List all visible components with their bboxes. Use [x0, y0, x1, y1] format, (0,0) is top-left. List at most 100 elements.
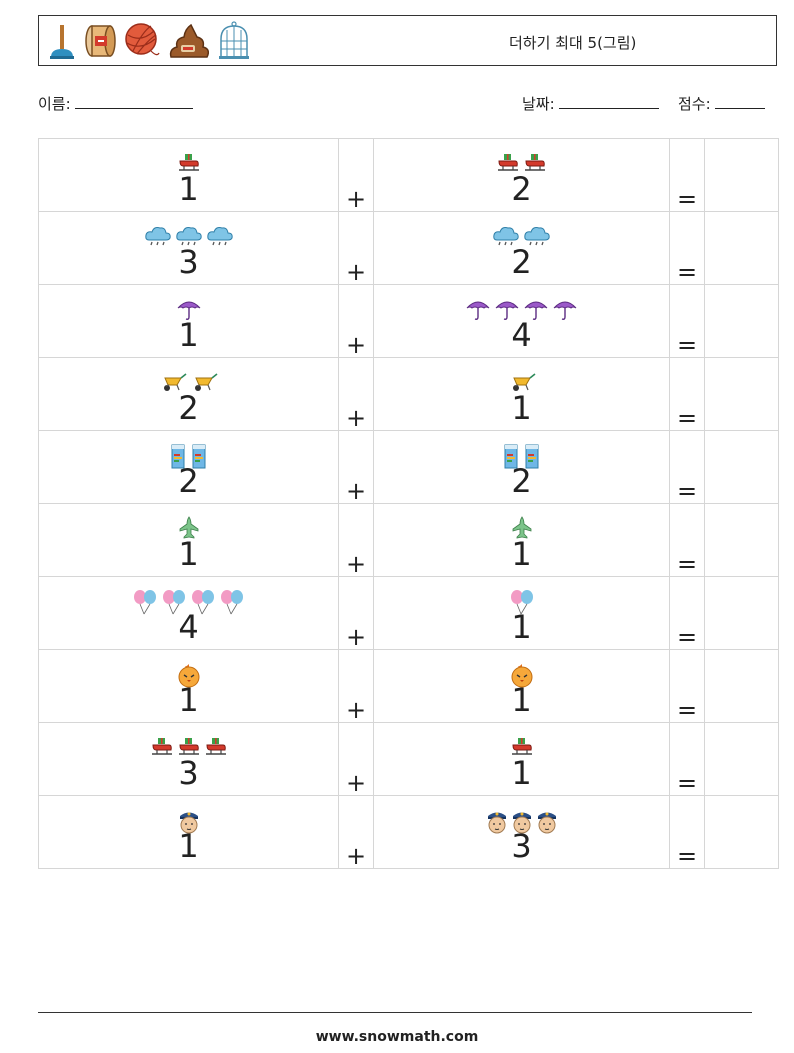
term-b-icons	[374, 443, 669, 469]
problem-row: 3 +1 =	[38, 722, 779, 796]
equals-sign: =	[669, 138, 705, 212]
worksheet-title: 더하기 최대 5(그림)	[509, 34, 637, 52]
wheelbarrow-icon	[190, 370, 218, 394]
term-a-cell: 3	[38, 722, 339, 796]
equals-sign: =	[669, 284, 705, 358]
term-a-number: 1	[178, 170, 199, 208]
plus-sign: +	[338, 795, 374, 869]
name-label: 이름:	[38, 95, 71, 113]
plus-sign: +	[338, 503, 374, 577]
term-a-number: 1	[178, 535, 199, 573]
umbrella-icon	[176, 297, 202, 321]
plus-sign: +	[338, 211, 374, 285]
rain-cloud-icon	[523, 224, 551, 248]
problem-row: 2 +2 =	[38, 430, 779, 504]
rain-cloud-icon	[492, 224, 520, 248]
plus-sign: +	[338, 576, 374, 650]
term-b-icons	[374, 297, 669, 321]
milk-carton-icon	[169, 443, 187, 469]
umbrella-icon	[465, 297, 491, 321]
equals-sign: =	[669, 503, 705, 577]
yarn-ball-icon	[125, 23, 160, 56]
plunger-icon	[50, 25, 74, 59]
score-blank[interactable]	[714, 94, 765, 109]
term-a-number: 3	[178, 754, 199, 792]
answer-box[interactable]	[704, 357, 779, 431]
term-a-icons	[39, 151, 338, 175]
term-b-icons	[374, 151, 669, 175]
term-b-icons	[374, 735, 669, 759]
sleigh-icon	[177, 735, 201, 759]
term-a-cell: 1	[38, 138, 339, 212]
term-a-number: 1	[178, 316, 199, 354]
term-b-number: 1	[511, 608, 532, 646]
problem-table: 1 +2 = 3 +2 = 1 +4 = 2 +1 = 2 +2 = 1 +1 = 4 +1 = 1 +1 = 3 +1 = 1 +3 =	[38, 138, 779, 869]
term-b-icons	[374, 516, 669, 540]
balloons-icon	[219, 589, 245, 615]
term-a-cell: 4	[38, 576, 339, 650]
answer-box[interactable]	[704, 503, 779, 577]
term-a-cell: 1	[38, 795, 339, 869]
police-officer-icon	[536, 808, 558, 834]
term-a-number: 2	[178, 462, 199, 500]
term-a-icons	[39, 297, 338, 321]
plus-sign: +	[338, 430, 374, 504]
term-a-icons	[39, 808, 338, 834]
term-a-cell: 1	[38, 503, 339, 577]
worksheet-header: 더하기 최대 5(그림)	[38, 15, 777, 66]
problem-row: 1 +4 =	[38, 284, 779, 358]
term-b-number: 2	[511, 243, 532, 281]
answer-box[interactable]	[704, 211, 779, 285]
answer-box[interactable]	[704, 576, 779, 650]
answer-box[interactable]	[704, 795, 779, 869]
balloons-icon	[132, 589, 158, 615]
term-b-cell: 4	[373, 284, 670, 358]
problem-row: 4 +1 =	[38, 576, 779, 650]
rain-cloud-icon	[175, 224, 203, 248]
term-b-icons	[374, 662, 669, 688]
problem-row: 1 +2 =	[38, 138, 779, 212]
birdcage-icon	[219, 21, 249, 59]
answer-box[interactable]	[704, 138, 779, 212]
balloons-icon	[190, 589, 216, 615]
plus-sign: +	[338, 649, 374, 723]
term-b-cell: 1	[373, 649, 670, 723]
poop-icon	[169, 23, 210, 58]
equals-sign: =	[669, 722, 705, 796]
term-b-cell: 1	[373, 503, 670, 577]
term-a-number: 3	[178, 243, 199, 281]
equals-sign: =	[669, 649, 705, 723]
airplane-icon	[179, 516, 199, 540]
footer-divider	[38, 1012, 752, 1013]
date-blank[interactable]	[558, 94, 659, 109]
term-b-number: 1	[511, 389, 532, 427]
date-label: 날짜:	[522, 95, 555, 113]
answer-box[interactable]	[704, 722, 779, 796]
term-a-icons	[39, 516, 338, 540]
term-b-icons	[374, 370, 669, 394]
name-blank[interactable]	[74, 94, 193, 109]
answer-box[interactable]	[704, 649, 779, 723]
term-a-cell: 3	[38, 211, 339, 285]
answer-box[interactable]	[704, 284, 779, 358]
rain-cloud-icon	[206, 224, 234, 248]
milk-carton-icon	[523, 443, 541, 469]
term-a-number: 2	[178, 389, 199, 427]
equals-sign: =	[669, 430, 705, 504]
name-field: 이름:	[38, 93, 193, 114]
date-field: 날짜:	[522, 93, 659, 114]
term-b-icons	[374, 224, 669, 248]
plus-sign: +	[338, 722, 374, 796]
term-b-number: 2	[511, 170, 532, 208]
footer-url[interactable]: www.snowmath.com	[315, 1029, 479, 1045]
term-a-icons	[39, 370, 338, 394]
plus-sign: +	[338, 138, 374, 212]
term-b-number: 4	[511, 316, 532, 354]
police-officer-icon	[511, 808, 533, 834]
airplane-icon	[512, 516, 532, 540]
term-b-cell: 2	[373, 138, 670, 212]
answer-box[interactable]	[704, 430, 779, 504]
term-b-icons	[374, 808, 669, 834]
milk-carton-icon	[190, 443, 208, 469]
rain-cloud-icon	[144, 224, 172, 248]
